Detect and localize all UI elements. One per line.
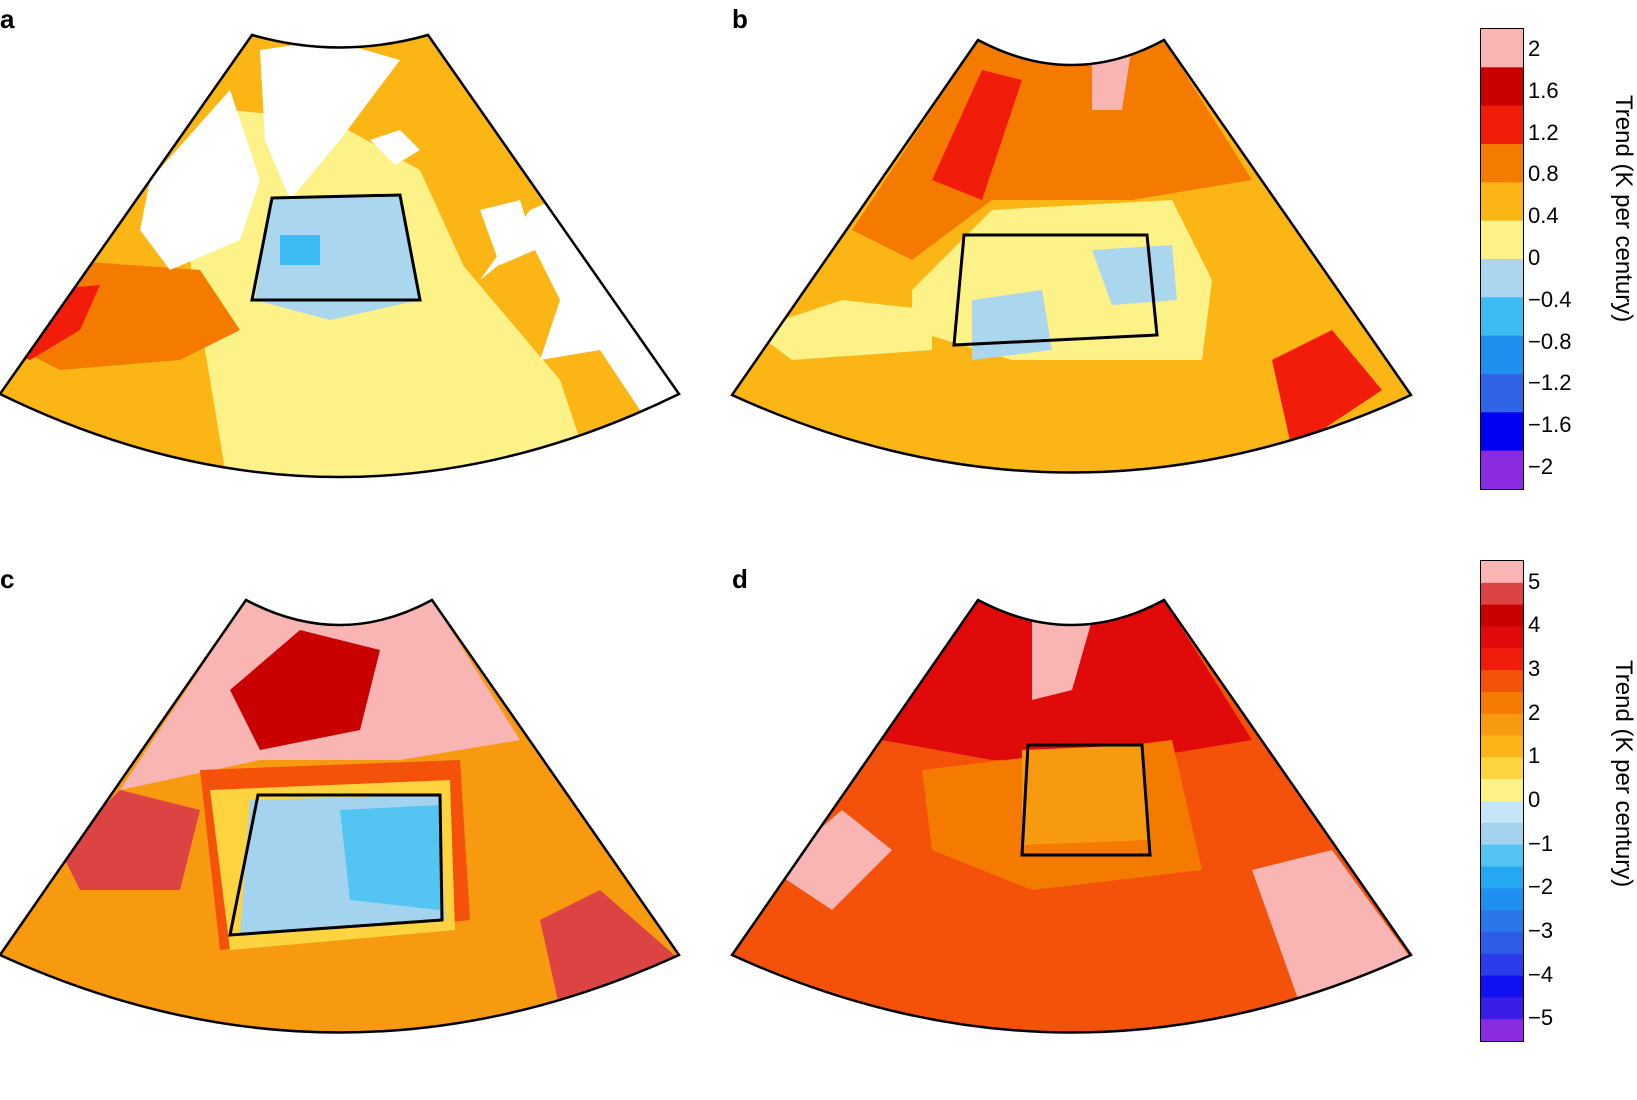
colorbar-top-tick-label: 0.4 xyxy=(1528,203,1559,229)
map-b-north xyxy=(852,40,1252,260)
map-a-land-iceland xyxy=(370,130,420,165)
colorbar-bottom-swatch xyxy=(1481,691,1523,715)
colorbar-top-swatch xyxy=(1481,182,1523,222)
colorbar-top-tick-label: −2 xyxy=(1528,454,1554,480)
colorbar-bottom-swatch xyxy=(1481,713,1523,737)
map-a-land-greenland xyxy=(260,40,400,200)
colorbar-top-swatch xyxy=(1481,259,1523,298)
map-d-study-box xyxy=(1020,743,1152,857)
map-c-cold-core xyxy=(340,805,440,910)
colorbar-top-swatch xyxy=(1481,220,1523,260)
map-panel-a xyxy=(0,33,681,479)
colorbar-top-tick-label: −1.2 xyxy=(1528,370,1572,396)
colorbar-bottom-tick-label: 3 xyxy=(1528,656,1541,682)
colorbar-bottom-swatch xyxy=(1481,910,1523,933)
map-b-outline xyxy=(730,38,1413,474)
colorbar-bottom-swatch xyxy=(1481,931,1523,955)
colorbar-top-tick-label: 1.2 xyxy=(1528,119,1559,145)
colorbar-bottom-swatch xyxy=(1481,779,1523,802)
colorbar-bottom: 5 4 3 2 1 0 −1 −2 −3 −4 −5 Trend (K per century) xyxy=(1480,560,1637,1100)
colorbar-bottom-tick-label: 5 xyxy=(1528,568,1541,594)
colorbar-top-tick-label: −0.4 xyxy=(1528,286,1572,312)
colorbar-top-swatch xyxy=(1481,412,1523,452)
colorbar-bottom-swatch xyxy=(1481,801,1523,824)
colorbar-bottom-swatch xyxy=(1481,888,1523,911)
colorbar-bottom-tick-label: −2 xyxy=(1528,874,1554,900)
colorbar-bottom-title: Trend (K per century) xyxy=(1610,660,1637,888)
colorbar-top-swatches xyxy=(1480,28,1524,490)
panel-label-d: d xyxy=(732,564,748,594)
panel-label-b: b xyxy=(732,4,748,34)
colorbar-top: 2 1.6 1.2 0.8 0.4 0 −0.4 −0.8 −1.2 −1.6 −2 Trend (… xyxy=(1480,0,1637,500)
map-c-hot-east xyxy=(540,890,679,1010)
colorbar-bottom-tick-label: 0 xyxy=(1528,787,1541,812)
map-b-study-box xyxy=(952,233,1159,347)
map-b-cold1 xyxy=(1092,245,1177,305)
map-c-outline xyxy=(0,598,681,1034)
colorbar-top-tick-label: 2 xyxy=(1528,35,1541,61)
colorbar-top-swatch xyxy=(1481,144,1523,183)
colorbar-bottom-swatch xyxy=(1481,735,1523,758)
colorbar-bottom-tick-label: 4 xyxy=(1528,612,1541,638)
colorbar-bottom-tick-label: −4 xyxy=(1528,961,1554,987)
colorbar-top-swatch xyxy=(1481,374,1523,413)
map-a-land-britain xyxy=(480,200,535,265)
map-c-study-box xyxy=(228,793,444,937)
colorbar-bottom-tick-label: −1 xyxy=(1528,830,1554,856)
panel-label-c: c xyxy=(0,564,15,594)
colorbar-top-swatch xyxy=(1481,105,1523,145)
colorbar-bottom-swatch xyxy=(1481,1019,1523,1041)
map-d-inner-box xyxy=(1022,745,1147,845)
map-a-land-canada xyxy=(140,90,260,270)
colorbar-top-tick-label: 1.6 xyxy=(1528,77,1559,103)
map-d-pink-north xyxy=(1032,610,1092,700)
colorbar-bottom-swatch xyxy=(1481,866,1523,889)
map-panel-d xyxy=(730,598,1413,1034)
map-d-pink-east xyxy=(1252,850,1411,1010)
colorbar-top-swatch xyxy=(1481,67,1523,107)
map-panel-c xyxy=(0,598,681,1034)
map-b-pale-west xyxy=(752,300,932,360)
colorbar-bottom-swatch xyxy=(1481,626,1523,649)
map-a-cold-box-core xyxy=(280,235,320,265)
map-a-study-box xyxy=(250,193,422,302)
colorbar-top-tick-label: −0.8 xyxy=(1528,328,1572,354)
colorbar-bottom-tick-label: −5 xyxy=(1528,1005,1554,1031)
map-b-cold2 xyxy=(972,290,1052,360)
colorbar-bottom-swatch xyxy=(1481,844,1523,867)
colorbar-bottom-swatch xyxy=(1481,648,1523,671)
map-c-deep-red xyxy=(230,630,380,750)
colorbar-top-swatch xyxy=(1481,335,1523,375)
colorbar-bottom-swatch xyxy=(1481,822,1523,846)
map-a-outline xyxy=(0,33,681,479)
map-panel-b xyxy=(730,38,1413,474)
colorbar-bottom-swatch xyxy=(1481,670,1523,693)
colorbar-bottom-swatch xyxy=(1481,561,1523,584)
colorbar-bottom-swatch xyxy=(1481,953,1523,977)
colorbar-bottom-tick-label: −3 xyxy=(1528,917,1554,943)
map-a-cold-box xyxy=(255,195,420,320)
colorbar-top-swatch xyxy=(1481,297,1523,337)
colorbar-top-tick-label: 0 xyxy=(1528,245,1541,270)
colorbar-top-title: Trend (K per century) xyxy=(1610,95,1637,323)
colorbar-top-tick-label: −1.6 xyxy=(1528,412,1572,438)
colorbar-top-swatch xyxy=(1481,450,1523,489)
map-b-hot-east xyxy=(1272,330,1382,450)
colorbar-bottom-swatch xyxy=(1481,997,1523,1020)
colorbar-bottom-tick-label: 2 xyxy=(1528,699,1541,725)
colorbar-bottom-swatch xyxy=(1481,975,1523,998)
map-d-pink-west xyxy=(772,810,892,910)
colorbar-top-tick-label: 0.8 xyxy=(1528,161,1559,187)
panel-label-a: a xyxy=(0,4,15,34)
map-b-hot-strip xyxy=(932,70,1022,200)
colorbar-top-swatch xyxy=(1481,29,1523,68)
colorbar-bottom-swatch xyxy=(1481,757,1523,780)
map-d-outline xyxy=(730,598,1413,1034)
colorbar-bottom-tick-label: 1 xyxy=(1528,743,1541,769)
colorbar-bottom-swatch xyxy=(1481,582,1523,606)
colorbar-bottom-swatch xyxy=(1481,604,1523,627)
colorbar-bottom-swatches xyxy=(1480,560,1524,1042)
